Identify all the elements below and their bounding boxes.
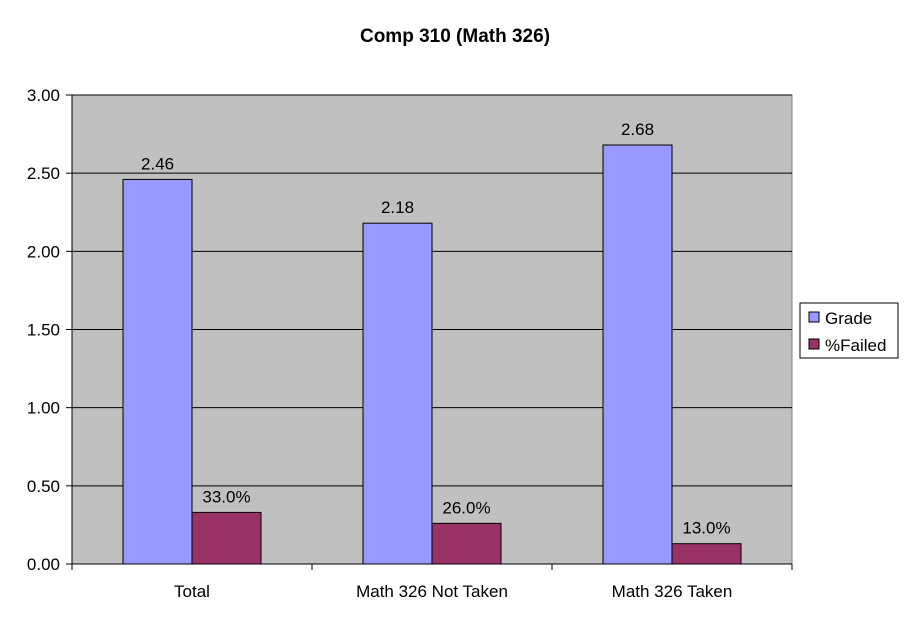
y-axis: 0.00 0.50 1.00 1.50 2.00 2.50 3.00 <box>27 86 73 574</box>
data-label: 26.0% <box>442 498 490 517</box>
y-tick-label: 0.50 <box>27 477 60 496</box>
chart-title: Comp 310 (Math 326) <box>360 26 550 47</box>
bar-grade <box>362 222 433 565</box>
category-label: Total <box>174 582 210 601</box>
data-label: 2.46 <box>141 154 174 173</box>
legend-swatch-grade <box>808 311 820 323</box>
data-label: 2.18 <box>381 198 414 217</box>
x-axis: Total Math 326 Not Taken Math 326 Taken <box>71 563 793 601</box>
bars <box>122 144 742 565</box>
bar-failed <box>191 511 262 565</box>
y-tick-label: 2.00 <box>27 242 60 261</box>
bar-failed <box>671 543 742 565</box>
legend: Grade %Failed <box>799 302 899 359</box>
category-label: Math 326 Taken <box>612 582 733 601</box>
y-tick-label: 3.00 <box>27 86 60 105</box>
data-label: 33.0% <box>202 487 250 506</box>
legend-label-failed: %Failed <box>825 336 886 355</box>
bar-failed <box>431 522 502 565</box>
bar-grade <box>122 178 193 565</box>
category-label: Math 326 Not Taken <box>356 582 508 601</box>
bar-grade <box>602 144 673 565</box>
y-tick-label: 2.50 <box>27 164 60 183</box>
data-label: 2.68 <box>621 120 654 139</box>
legend-label-grade: Grade <box>825 309 872 328</box>
legend-swatch-failed <box>808 338 820 350</box>
y-tick-label: 1.00 <box>27 399 60 418</box>
data-labels: 2.46 33.0% 2.18 26.0% 2.68 13.0% <box>141 120 731 538</box>
data-label: 13.0% <box>682 519 730 538</box>
y-tick-label: 0.00 <box>27 555 60 574</box>
y-tick-label: 1.50 <box>27 321 60 340</box>
